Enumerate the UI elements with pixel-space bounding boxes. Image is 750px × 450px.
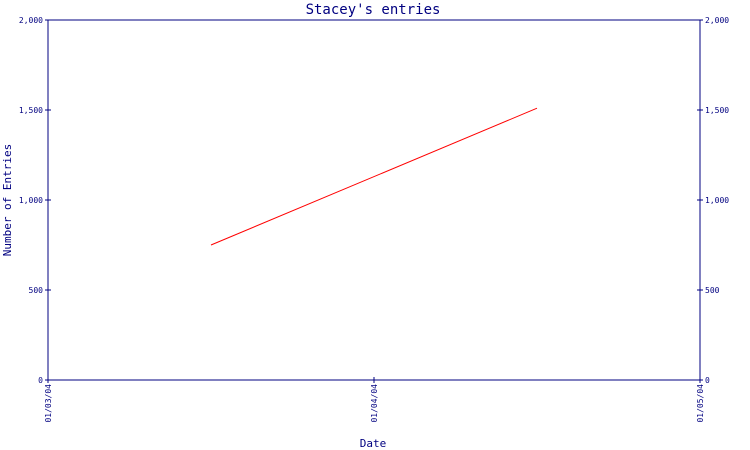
y-right-tick-label: 2,000 [705, 16, 729, 25]
x-axis-title: Date [360, 437, 387, 450]
y-tick-label: 2,000 [19, 16, 43, 25]
y-axis-left: 0 500 1,000 1,500 2,000 [19, 16, 51, 385]
y-tick-label: 0 [38, 376, 43, 385]
y-tick-label: 1,500 [19, 106, 43, 115]
y-right-tick-label: 1,500 [705, 106, 729, 115]
y-tick-label: 500 [29, 286, 44, 295]
chart-title: Stacey's entries [306, 2, 441, 18]
y-right-tick-label: 500 [705, 286, 720, 295]
x-tick-label: 01/03/04 [44, 384, 53, 423]
x-tick-label: 01/04/04 [370, 384, 379, 423]
series-layer [210, 107, 538, 246]
x-axis: 01/03/04 01/04/04 01/05/04 [44, 377, 705, 423]
series-line [210, 107, 538, 246]
x-tick-label: 01/05/04 [696, 384, 705, 423]
plot-area-frame [47, 19, 701, 381]
y-right-tick-label: 0 [705, 376, 710, 385]
y-axis-right: 0 500 1,000 1,500 2,000 [697, 16, 729, 385]
y-tick-label: 1,000 [19, 196, 43, 205]
y-right-tick-label: 1,000 [705, 196, 729, 205]
y-axis-title: Number of Entries [1, 144, 14, 257]
